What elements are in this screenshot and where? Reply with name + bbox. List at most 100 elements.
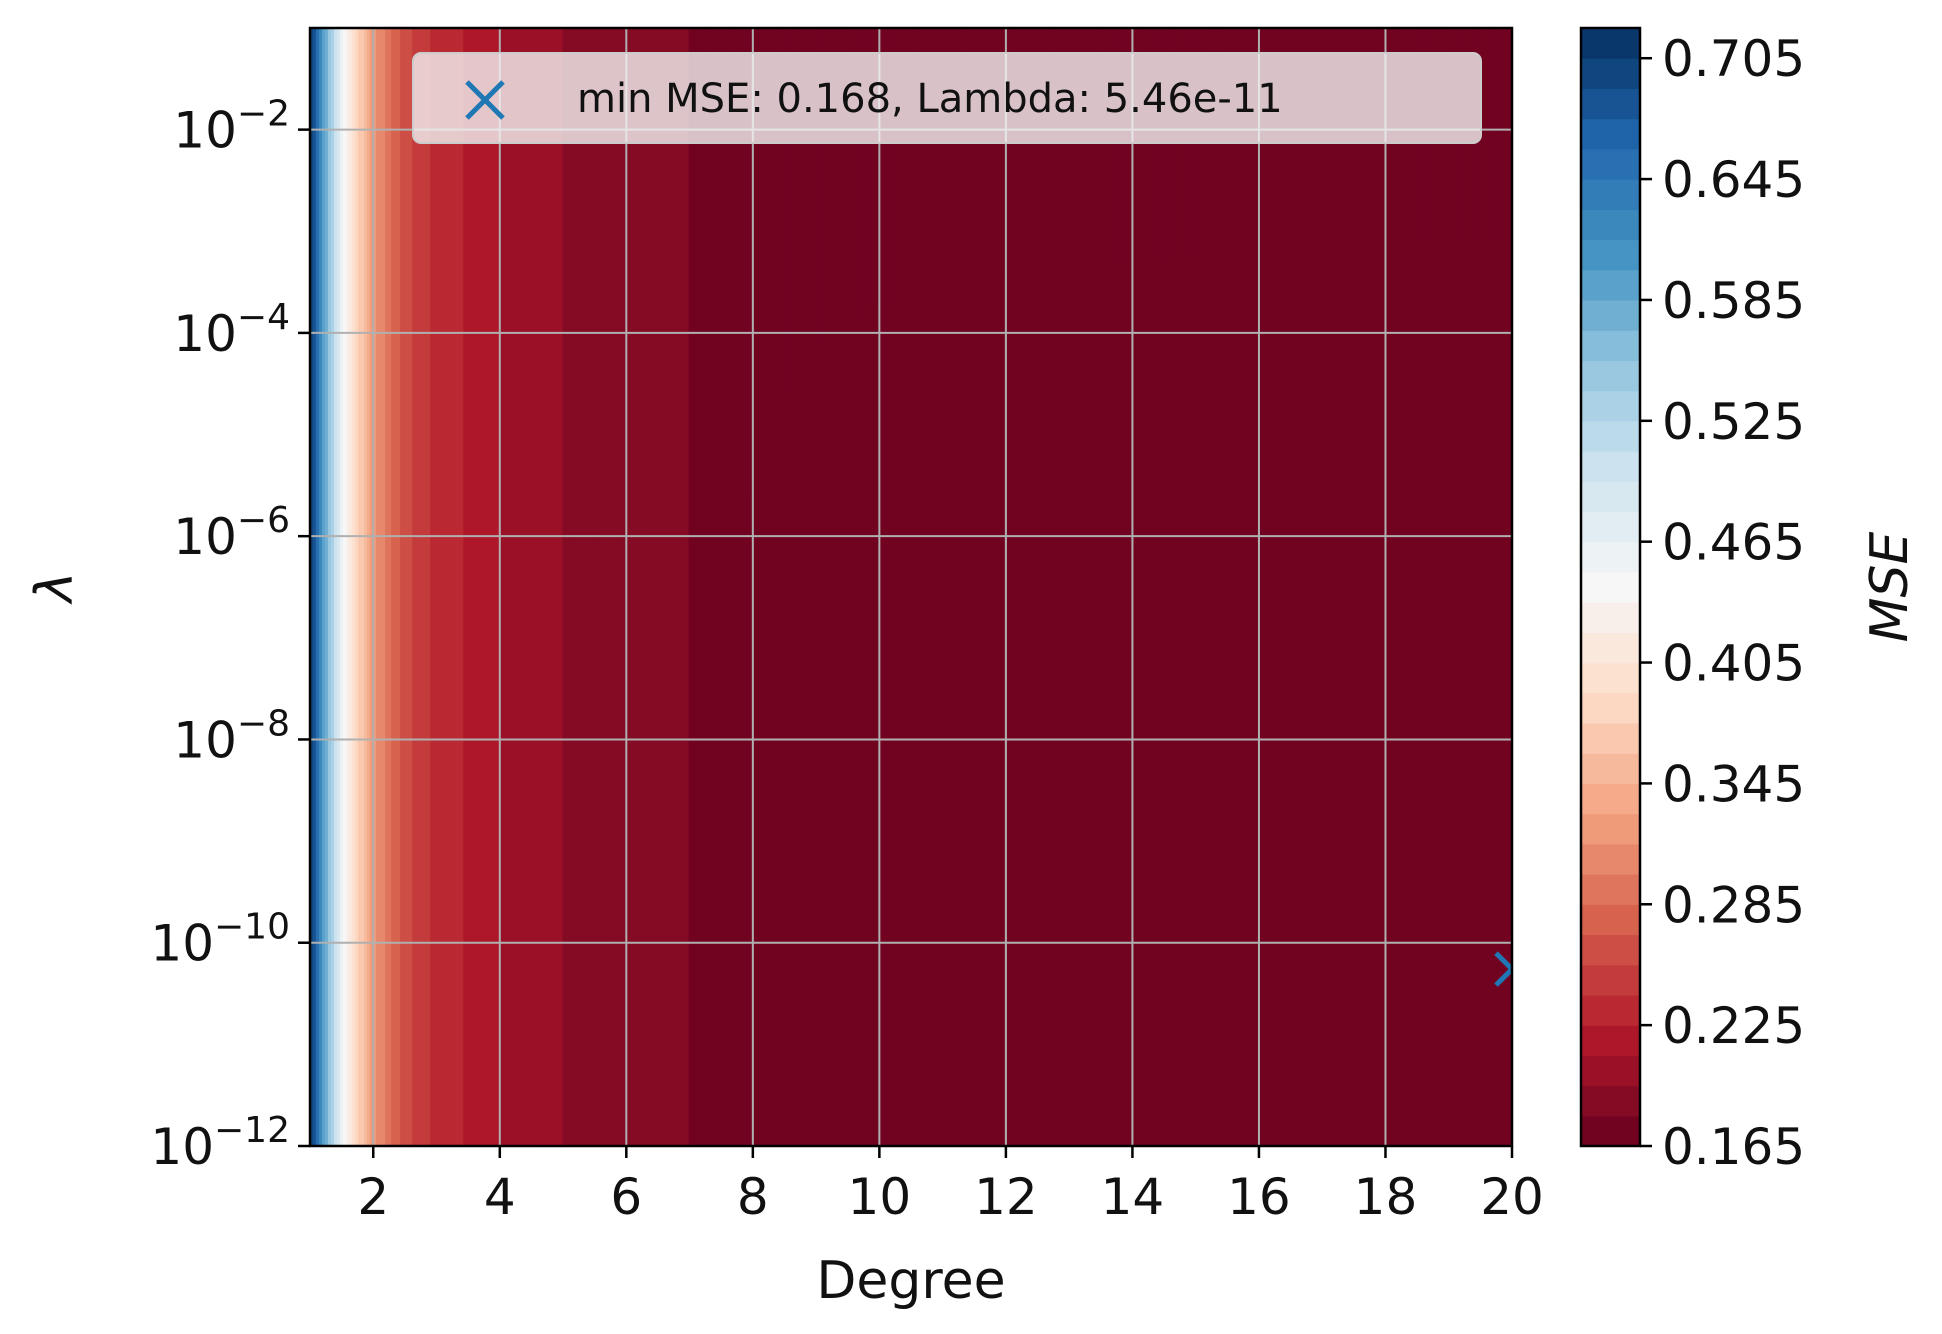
y-tick-label: 10−12 (150, 1110, 290, 1176)
colorbar-band (1581, 964, 1640, 996)
contour-band (451, 28, 456, 1146)
contour-band (706, 28, 711, 1146)
contour-band (499, 28, 504, 1146)
legend-marker-stroke (465, 80, 505, 120)
colorbar-band (1581, 904, 1640, 936)
colorbar-band (1581, 994, 1640, 1026)
plot-frame (308, 26, 1514, 1148)
colorbar-band (1581, 28, 1640, 59)
colorbar-band (1581, 632, 1640, 664)
contour-band (610, 28, 615, 1146)
contour-band (442, 28, 447, 1146)
y-axis-label: λ (25, 572, 85, 606)
contour-band (352, 28, 356, 1146)
legend-x-marker-icon (465, 80, 505, 120)
contour-band (376, 28, 380, 1146)
colorbar-band (1581, 88, 1640, 120)
contour-band (601, 28, 606, 1146)
contour-band (613, 28, 618, 1146)
contour-band (724, 28, 729, 1146)
contour-band (643, 28, 648, 1146)
contour-band (700, 28, 705, 1146)
colorbar-band (1581, 148, 1640, 180)
contour-band (619, 28, 624, 1146)
colorbar-tick-label: 0.285 (1662, 876, 1805, 934)
contour-band (367, 28, 371, 1146)
contour-band (532, 28, 537, 1146)
contour-band (541, 28, 546, 1146)
colorbar-ticks: 0.705 0.645 0.585 0.525 0.465 0.405 0.345 0.285… (1640, 30, 1805, 1176)
colorbar-band (1581, 58, 1640, 90)
colorbar-band (1581, 813, 1640, 845)
contour-band (355, 28, 359, 1146)
colorbar-tick-label: 0.645 (1662, 151, 1805, 209)
contour-band (493, 28, 498, 1146)
contour-band (505, 28, 510, 1146)
contour-band (340, 28, 344, 1146)
contour-band (325, 28, 329, 1146)
colorbar-label: MSE (1860, 531, 1920, 642)
colorbar-tick-label: 0.465 (1662, 514, 1805, 572)
contour-band (526, 28, 531, 1146)
contour-band (682, 28, 687, 1146)
contour-band (679, 28, 684, 1146)
colorbar-band (1581, 511, 1640, 543)
x-tick-label: 6 (610, 1168, 642, 1226)
colorbar-tick-label: 0.585 (1662, 272, 1805, 330)
contour-band (337, 28, 341, 1146)
contour-overlay (702, 236, 1512, 1146)
contour-band (460, 28, 465, 1146)
contour-band (628, 28, 633, 1146)
colorbar-band (1581, 843, 1640, 875)
contour-band (502, 28, 507, 1146)
contour-band (373, 28, 377, 1146)
contour-band (490, 28, 495, 1146)
contour-band (487, 28, 492, 1146)
x-tick-label: 8 (737, 1168, 769, 1226)
contour-band (436, 28, 441, 1146)
contour-band (604, 28, 609, 1146)
colorbar-band (1581, 541, 1640, 573)
contour-band (403, 28, 407, 1146)
colorbar-band (1581, 662, 1640, 694)
contour-band (670, 28, 675, 1146)
contour-band (649, 28, 654, 1146)
contour-band (454, 28, 459, 1146)
contour-band (517, 28, 522, 1146)
contour-band (676, 28, 681, 1146)
colorbar-band (1581, 1025, 1640, 1056)
contour-band (310, 28, 314, 1146)
colorbar-band (1581, 753, 1640, 785)
contour-band (391, 28, 395, 1146)
colorbar-tick-label: 0.225 (1662, 997, 1805, 1055)
contour-band (637, 28, 642, 1146)
contour-band (652, 28, 657, 1146)
colorbar-band (1581, 299, 1640, 331)
y-tick-label: 10−10 (150, 907, 290, 973)
contour-band (457, 28, 462, 1146)
x-tick-label: 18 (1354, 1168, 1418, 1226)
contour-band (718, 28, 723, 1146)
min-mse-region (702, 236, 1512, 1146)
contour-band (562, 28, 567, 1146)
contour-band (445, 28, 450, 1146)
contour-band (427, 28, 431, 1146)
contour-band (622, 28, 627, 1146)
contour-band (508, 28, 513, 1146)
contour-band (592, 28, 597, 1146)
x-tick-label: 14 (1101, 1168, 1165, 1226)
contour-band (715, 28, 720, 1146)
contour-band (697, 28, 702, 1146)
colorbar-band (1581, 481, 1640, 513)
colorbar-band (1581, 602, 1640, 633)
contour-band (685, 28, 690, 1146)
contour-band (577, 28, 582, 1146)
contour-band (712, 28, 717, 1146)
contour-band (721, 28, 726, 1146)
contour-band (322, 28, 326, 1146)
contour-band (655, 28, 660, 1146)
colorbar-band (1581, 692, 1640, 724)
x-tick-label: 4 (484, 1168, 516, 1226)
contour-band (631, 28, 636, 1146)
